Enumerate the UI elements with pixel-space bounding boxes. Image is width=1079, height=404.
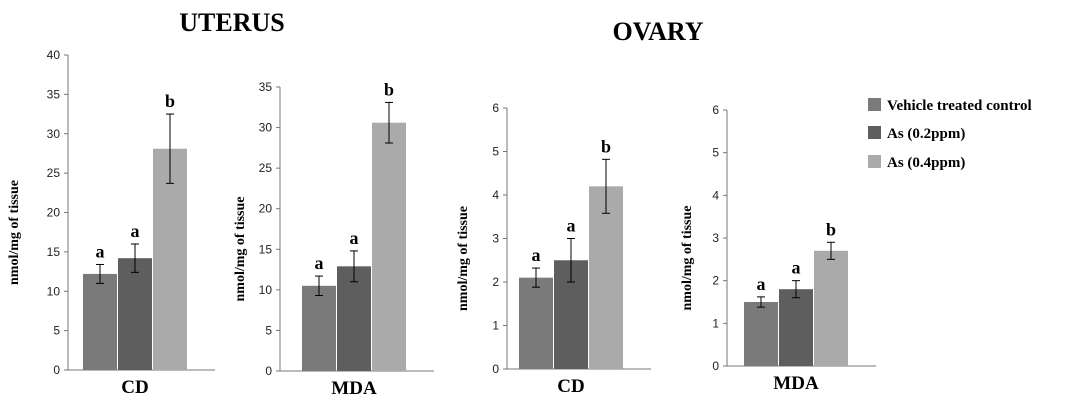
ovary-cd-bar-as-0-4 [589, 186, 623, 369]
ovary-mda-y-tick-label: 1 [712, 316, 719, 330]
ovary-cd-y-tick-label: 1 [492, 319, 499, 333]
ovary-cd-significance-control: a [532, 245, 541, 265]
uterus-mda-y-tick-label: 5 [265, 323, 272, 337]
uterus-cd-y-tick-label: 0 [53, 363, 60, 377]
ovary-mda-y-tick-label: 5 [712, 146, 719, 160]
uterus-cd-bar-as-0-4 [153, 148, 187, 370]
uterus-cd-y-tick-label: 25 [47, 166, 61, 180]
ovary-mda-significance-as-0-2: a [792, 258, 801, 278]
group-title-uterus: UTERUS [179, 8, 284, 37]
legend-swatch-as-0-2 [868, 126, 881, 139]
ovary-cd-y-tick-label: 2 [492, 275, 499, 289]
uterus-mda-y-tick-label: 10 [259, 283, 273, 297]
uterus-mda-category-label: MDA [331, 378, 377, 399]
ovary-cd-y-axis-label: nmol/mg of tissue [456, 206, 471, 311]
ovary-cd-y-tick-label: 6 [492, 101, 499, 115]
ovary-cd-significance-as-0-2: a [567, 216, 576, 236]
ovary-mda-bar-as-0-4 [814, 250, 848, 366]
legend-label-as-0-2: As (0.2ppm) [887, 126, 965, 142]
uterus-cd-y-tick-label: 30 [47, 127, 61, 141]
ovary-mda-y-tick-label: 3 [712, 231, 719, 245]
uterus-cd-category-label: CD [121, 377, 148, 398]
ovary-cd-y-tick-label: 0 [492, 362, 499, 376]
uterus-mda-y-tick-label: 20 [259, 202, 273, 216]
uterus-cd-significance-control: a [96, 241, 105, 261]
uterus-cd-y-axis-label: nmol/mg of tissue [7, 180, 22, 285]
ovary-mda-y-tick-label: 6 [712, 103, 719, 117]
legend-label-control: Vehicle treated control [887, 98, 1032, 114]
legend-swatch-control [868, 98, 881, 111]
legend: Vehicle treated control As (0.2ppm) As (… [868, 98, 1032, 171]
uterus-mda-y-tick-label: 0 [265, 364, 272, 378]
uterus-cd-significance-as-0-4: b [165, 91, 175, 111]
uterus-cd-significance-as-0-2: a [131, 221, 140, 241]
uterus-mda-y-tick-label: 30 [259, 121, 273, 135]
ovary-cd-category-label: CD [557, 376, 584, 397]
uterus-mda-bar-control [302, 285, 336, 371]
ovary-cd-y-tick-label: 5 [492, 145, 499, 159]
uterus-mda-significance-as-0-4: b [384, 79, 394, 99]
ovary-mda-y-axis-label: nmol/mg of tissue [680, 206, 695, 311]
uterus-cd-bar-as-0-2 [118, 258, 152, 370]
legend-swatch-as-0-4 [868, 155, 881, 168]
legend-label-as-0-4: As (0.4ppm) [887, 155, 965, 171]
ovary-mda-y-tick-label: 2 [712, 274, 719, 288]
uterus-mda-y-tick-label: 35 [259, 80, 273, 94]
uterus-mda-bar-as-0-4 [372, 122, 406, 372]
ovary-mda-y-tick-label: 0 [712, 359, 719, 373]
ovary-cd-y-tick-label: 4 [492, 188, 499, 202]
ovary-cd-significance-as-0-4: b [601, 136, 611, 156]
ovary-mda-category-label: MDA [773, 373, 819, 394]
ovary-mda-y-tick-label: 4 [712, 188, 719, 202]
uterus-mda-y-tick-label: 15 [259, 242, 273, 256]
uterus-mda-significance-control: a [315, 253, 324, 273]
uterus-cd-y-tick-label: 35 [47, 87, 61, 101]
uterus-mda-y-tick-label: 25 [259, 161, 273, 175]
uterus-cd-y-tick-label: 40 [47, 48, 61, 62]
group-title-ovary: OVARY [612, 17, 703, 46]
ovary-mda-significance-as-0-4: b [826, 219, 836, 239]
uterus-cd-y-tick-label: 20 [47, 206, 61, 220]
ovary-cd-bar-control [519, 277, 553, 369]
uterus-cd-y-tick-label: 15 [47, 245, 61, 259]
uterus-mda-bar-as-0-2 [337, 266, 371, 371]
ovary-mda-bar-control [744, 302, 778, 366]
uterus-mda-y-axis-label: nmol/mg of tissue [233, 197, 248, 302]
ovary-cd-y-tick-label: 3 [492, 232, 499, 246]
ovary-mda-significance-control: a [757, 274, 766, 294]
uterus-mda-significance-as-0-2: a [350, 228, 359, 248]
uterus-cd-bar-control [83, 273, 117, 370]
uterus-cd-y-tick-label: 5 [53, 324, 60, 338]
ovary-mda-bar-as-0-2 [779, 289, 813, 366]
uterus-cd-y-tick-label: 10 [47, 284, 61, 298]
